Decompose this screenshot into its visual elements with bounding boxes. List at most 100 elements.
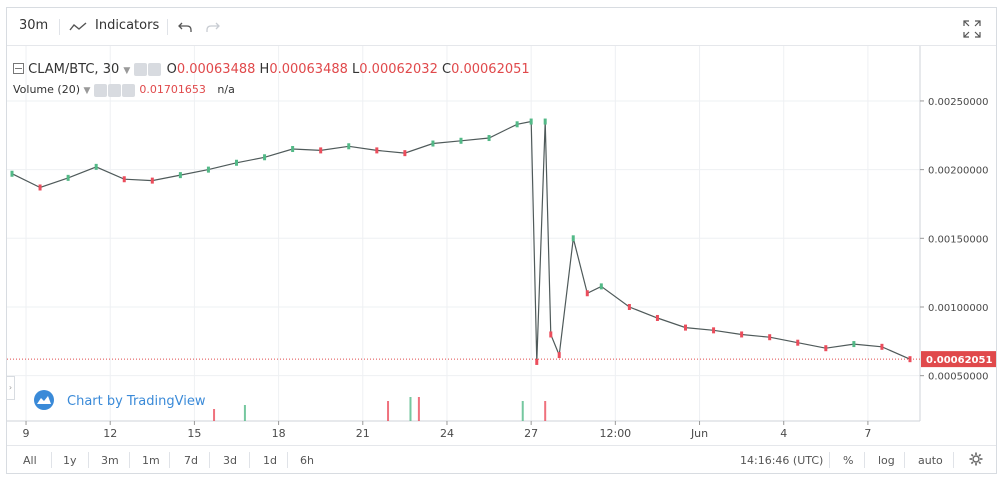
price-series-line [11, 120, 911, 362]
price-point [347, 143, 351, 150]
top-toolbar: 30m Indicators [7, 8, 996, 46]
price-point [740, 331, 744, 338]
price-point [599, 283, 603, 290]
price-point [403, 150, 407, 157]
price-point [122, 176, 126, 183]
close-icon[interactable] [121, 83, 135, 97]
symbol-label[interactable]: CLAM/BTC, 30 [28, 62, 120, 77]
price-point [571, 235, 575, 242]
volume-bar [417, 397, 420, 421]
log-toggle[interactable]: log [878, 454, 895, 467]
price-point [178, 172, 182, 179]
x-tick-label: 12 [103, 427, 117, 440]
price-point [206, 166, 210, 173]
low-value: 0.00062032 [359, 62, 438, 77]
x-tick-label: 7 [864, 427, 871, 440]
price-point [38, 184, 42, 191]
range-6h[interactable]: 6h [300, 454, 314, 467]
x-tick-label: 4 [780, 427, 787, 440]
volume-extra: n/a [217, 83, 235, 96]
close-value: 0.00062051 [451, 62, 530, 77]
y-tick-label: 0.00100000 [928, 303, 988, 314]
auto-toggle[interactable]: auto [918, 454, 943, 467]
price-point [796, 339, 800, 346]
price-point [655, 314, 659, 321]
settings-gear-icon[interactable] [969, 452, 983, 466]
range-1m[interactable]: 1m [142, 454, 160, 467]
price-point [712, 327, 716, 334]
price-point [585, 290, 589, 297]
price-point [515, 121, 519, 128]
range-3m[interactable]: 3m [101, 454, 119, 467]
indicators-button[interactable]: Indicators [95, 18, 160, 33]
price-point [824, 345, 828, 352]
percent-toggle[interactable]: % [843, 454, 854, 467]
toolbar-separator [287, 452, 288, 468]
range-1d[interactable]: 1d [263, 454, 277, 467]
volume-legend: Volume (20) ▼ 0.01701653 n/a [13, 83, 235, 97]
volume-label[interactable]: Volume (20) [13, 83, 80, 96]
price-point [66, 174, 70, 181]
range-all[interactable]: All [23, 454, 37, 467]
price-point [291, 146, 295, 153]
price-point [431, 140, 435, 147]
range-3d[interactable]: 3d [223, 454, 237, 467]
fullscreen-icon[interactable] [963, 20, 981, 38]
open-value: 0.00063488 [176, 62, 256, 77]
toolbar-separator [129, 452, 130, 468]
x-tick-label: 27 [524, 427, 538, 440]
chevron-down-icon[interactable]: ▼ [123, 66, 131, 76]
tradingview-watermark[interactable]: Chart by TradingView [31, 390, 205, 410]
x-tick-label: 18 [272, 427, 286, 440]
close-label: C [442, 62, 452, 77]
toolbar-separator [864, 452, 865, 468]
last-price-badge [921, 351, 996, 368]
price-point [557, 352, 561, 359]
toolbar-separator [249, 452, 250, 468]
toolbar-separator [88, 452, 89, 468]
x-tick-label: 24 [440, 427, 454, 440]
y-tick-label: 0.00150000 [928, 234, 988, 245]
side-toolbar-toggle[interactable]: › [7, 376, 15, 400]
y-tick-label: 0.00250000 [928, 97, 988, 108]
gear-icon[interactable] [107, 83, 121, 97]
watermark-text[interactable]: Chart by TradingView [67, 394, 206, 409]
price-chart[interactable]: 0.00250000 0.00200000 0.00150000 0.00100000… [7, 46, 996, 446]
price-point [535, 358, 539, 365]
toolbar-separator [829, 452, 830, 468]
y-tick-label: 0.00200000 [928, 166, 988, 177]
price-point [319, 147, 323, 154]
undo-icon[interactable] [178, 21, 192, 33]
eye-icon[interactable] [134, 63, 148, 76]
eye-icon[interactable] [93, 83, 107, 97]
volume-bar [544, 401, 547, 421]
x-tick-label: Jun [690, 427, 708, 440]
chevron-down-icon[interactable]: ▼ [83, 86, 91, 96]
toolbar-separator [169, 452, 170, 468]
volume-bar [521, 401, 524, 421]
price-point [529, 118, 533, 125]
price-point [768, 334, 772, 341]
symbol-legend: CLAM/BTC, 30 ▼ O0.00063488 H0.00063488 L… [13, 62, 530, 77]
collapse-icon[interactable] [13, 63, 24, 74]
volume-value: 0.01701653 [139, 83, 206, 96]
toolbar-separator [953, 452, 954, 468]
price-point [549, 331, 553, 338]
line-chart-icon[interactable] [69, 22, 87, 32]
x-tick-label: 15 [187, 427, 201, 440]
toolbar-separator [51, 452, 52, 468]
range-1y[interactable]: 1y [63, 454, 77, 467]
interval-button[interactable]: 30m [19, 18, 49, 33]
tradingview-logo-icon [34, 390, 54, 410]
price-point [263, 154, 267, 161]
clock-readout[interactable]: 14:16:46 (UTC) [740, 454, 824, 467]
volume-bar [213, 409, 216, 421]
price-point [543, 118, 547, 125]
redo-icon[interactable] [206, 21, 220, 33]
x-tick-label: 9 [23, 427, 30, 440]
gear-icon[interactable] [148, 63, 162, 76]
volume-bar [387, 401, 390, 421]
range-7d[interactable]: 7d [184, 454, 198, 467]
x-tick-label: 21 [356, 427, 370, 440]
last-price-label: 0.00062051 [926, 355, 992, 366]
